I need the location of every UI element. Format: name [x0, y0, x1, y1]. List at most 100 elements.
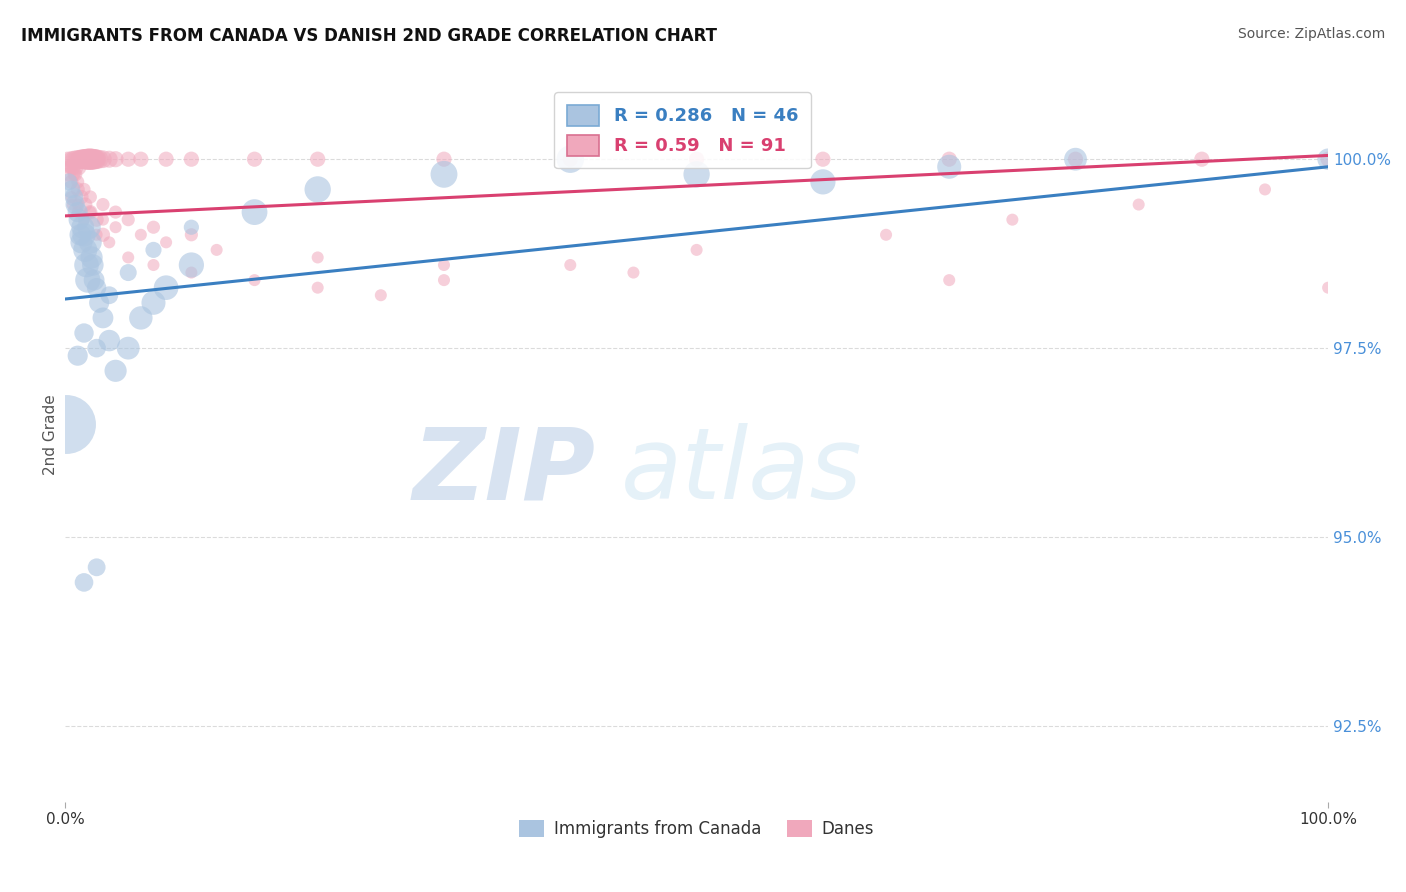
Point [104, 364, 127, 378]
Point [56, 152, 79, 166]
Point [180, 220, 202, 235]
Point [76, 152, 98, 166]
Point [142, 243, 165, 257]
Point [69, 152, 91, 166]
Point [80, 251, 103, 265]
Point [59, 160, 82, 174]
Point [1064, 152, 1087, 166]
Point [55, 417, 77, 431]
Point [76, 273, 98, 287]
Point [67, 152, 90, 166]
Point [86, 341, 108, 355]
Point [79, 235, 101, 250]
Point [58, 167, 80, 181]
Point [433, 167, 456, 181]
Point [98, 334, 121, 348]
Point [1001, 212, 1024, 227]
Point [70, 190, 93, 204]
Point [80, 152, 103, 166]
Point [104, 152, 127, 166]
Point [65, 152, 87, 166]
Point [66, 205, 89, 219]
Point [86, 227, 108, 242]
Point [91, 227, 114, 242]
Point [104, 205, 127, 219]
Point [75, 243, 97, 257]
Point [307, 152, 329, 166]
Point [433, 152, 456, 166]
Point [180, 266, 202, 280]
Point [243, 205, 266, 219]
Point [1064, 152, 1087, 166]
Point [142, 220, 165, 235]
Point [129, 310, 152, 325]
Point [63, 152, 86, 166]
Point [560, 152, 582, 166]
Point [117, 251, 139, 265]
Point [129, 152, 152, 166]
Point [117, 266, 139, 280]
Point [433, 258, 456, 272]
Point [142, 295, 165, 310]
Point [1128, 197, 1150, 211]
Point [70, 152, 93, 166]
Point [142, 258, 165, 272]
Point [91, 152, 114, 166]
Point [117, 212, 139, 227]
Point [60, 182, 83, 196]
Point [66, 175, 89, 189]
Point [69, 227, 91, 242]
Point [66, 197, 89, 211]
Point [685, 167, 707, 181]
Point [875, 227, 897, 242]
Point [79, 190, 101, 204]
Point [70, 235, 93, 250]
Point [73, 212, 96, 227]
Point [62, 160, 84, 174]
Point [155, 152, 177, 166]
Point [82, 258, 104, 272]
Point [82, 152, 104, 166]
Point [67, 212, 90, 227]
Point [75, 152, 97, 166]
Point [63, 160, 86, 174]
Point [117, 341, 139, 355]
Point [811, 175, 834, 189]
Point [77, 220, 100, 235]
Point [73, 152, 96, 166]
Point [180, 152, 202, 166]
Text: ZIP: ZIP [412, 423, 596, 520]
Point [104, 220, 127, 235]
Text: Source: ZipAtlas.com: Source: ZipAtlas.com [1237, 27, 1385, 41]
Point [98, 235, 121, 250]
Point [66, 160, 89, 174]
Point [83, 273, 105, 287]
Point [560, 152, 582, 166]
Point [62, 197, 84, 211]
Point [1191, 152, 1213, 166]
Point [98, 288, 121, 302]
Point [205, 243, 228, 257]
Point [623, 266, 645, 280]
Point [98, 152, 121, 166]
Point [73, 227, 96, 242]
Point [79, 152, 101, 166]
Point [73, 326, 96, 340]
Point [76, 258, 98, 272]
Point [307, 182, 329, 196]
Point [938, 273, 960, 287]
Point [938, 152, 960, 166]
Y-axis label: 2nd Grade: 2nd Grade [44, 394, 58, 475]
Point [73, 575, 96, 590]
Point [685, 152, 707, 166]
Point [243, 273, 266, 287]
Point [180, 227, 202, 242]
Point [84, 152, 107, 166]
Point [60, 152, 83, 166]
Point [86, 560, 108, 574]
Point [89, 295, 111, 310]
Point [685, 243, 707, 257]
Point [63, 190, 86, 204]
Point [86, 152, 108, 166]
Point [1317, 152, 1340, 166]
